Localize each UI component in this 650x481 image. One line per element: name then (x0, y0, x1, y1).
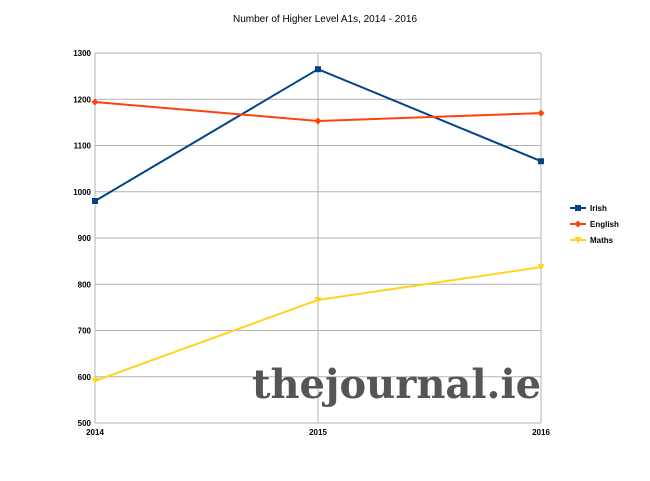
y-tick-label: 1200 (73, 95, 91, 104)
y-tick-label: 600 (78, 373, 92, 382)
series-irish (92, 66, 544, 204)
legend-label: Irish (590, 204, 607, 213)
data-point (315, 66, 321, 73)
data-point (314, 296, 322, 304)
legend-label: English (590, 220, 619, 229)
x-tick-label: 2015 (309, 428, 327, 437)
y-tick-label: 700 (78, 327, 92, 336)
y-tick-label: 900 (78, 234, 92, 243)
x-tick-label: 2016 (532, 428, 550, 437)
y-tick-label: 1000 (73, 188, 91, 197)
chart-title: Number of Higher Level A1s, 2014 - 2016 (233, 14, 417, 25)
data-point (538, 158, 544, 165)
data-point (91, 377, 99, 385)
data-point (575, 205, 581, 211)
series-maths (91, 264, 545, 385)
data-point (537, 264, 545, 271)
legend-label: Maths (590, 236, 614, 245)
data-point (314, 117, 322, 125)
series-english (91, 98, 545, 125)
y-tick-label: 800 (78, 280, 92, 289)
data-point (574, 237, 582, 244)
y-tick-label: 1300 (73, 49, 91, 58)
x-tick-label: 2014 (86, 428, 104, 437)
data-point (574, 220, 582, 228)
data-point (91, 98, 99, 106)
y-tick-label: 1100 (74, 142, 92, 151)
y-tick-label: 500 (78, 419, 92, 428)
data-point (537, 109, 545, 117)
watermark: thejournal.ie (252, 361, 541, 408)
data-point (92, 198, 98, 204)
